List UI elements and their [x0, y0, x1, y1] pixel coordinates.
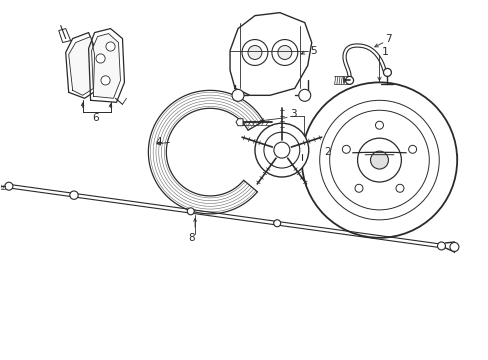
- Text: 4: 4: [155, 137, 162, 147]
- Polygon shape: [88, 28, 124, 102]
- Circle shape: [277, 45, 291, 59]
- Circle shape: [187, 208, 194, 215]
- Text: 6: 6: [92, 113, 99, 123]
- Circle shape: [298, 89, 310, 101]
- Circle shape: [437, 242, 445, 250]
- Circle shape: [354, 184, 362, 192]
- Text: 3: 3: [289, 109, 296, 119]
- Circle shape: [70, 191, 78, 199]
- Circle shape: [5, 182, 13, 190]
- Circle shape: [101, 76, 110, 85]
- Circle shape: [319, 100, 438, 220]
- Text: 2: 2: [324, 147, 331, 157]
- Circle shape: [408, 145, 416, 153]
- Circle shape: [273, 142, 289, 158]
- Circle shape: [395, 184, 403, 192]
- Circle shape: [345, 76, 353, 84]
- Circle shape: [301, 82, 456, 238]
- Text: 1: 1: [381, 48, 387, 58]
- Circle shape: [329, 110, 428, 210]
- Polygon shape: [148, 90, 263, 214]
- Circle shape: [232, 89, 244, 101]
- Circle shape: [273, 220, 280, 227]
- Polygon shape: [229, 13, 311, 95]
- Circle shape: [96, 54, 105, 63]
- Circle shape: [383, 68, 390, 76]
- Text: 7: 7: [385, 33, 391, 44]
- Circle shape: [264, 132, 299, 168]
- Text: 5: 5: [309, 45, 316, 55]
- Circle shape: [254, 123, 308, 177]
- Polygon shape: [91, 33, 120, 98]
- Circle shape: [247, 45, 262, 59]
- Circle shape: [242, 40, 267, 66]
- Circle shape: [449, 243, 458, 251]
- Text: 8: 8: [187, 233, 194, 243]
- Circle shape: [342, 145, 349, 153]
- Circle shape: [106, 42, 115, 51]
- Polygon shape: [236, 119, 243, 126]
- Circle shape: [271, 40, 297, 66]
- Polygon shape: [68, 37, 94, 95]
- Polygon shape: [9, 184, 441, 248]
- Circle shape: [370, 151, 387, 169]
- Circle shape: [375, 121, 383, 129]
- Circle shape: [357, 138, 401, 182]
- Polygon shape: [65, 32, 96, 98]
- Polygon shape: [59, 28, 71, 42]
